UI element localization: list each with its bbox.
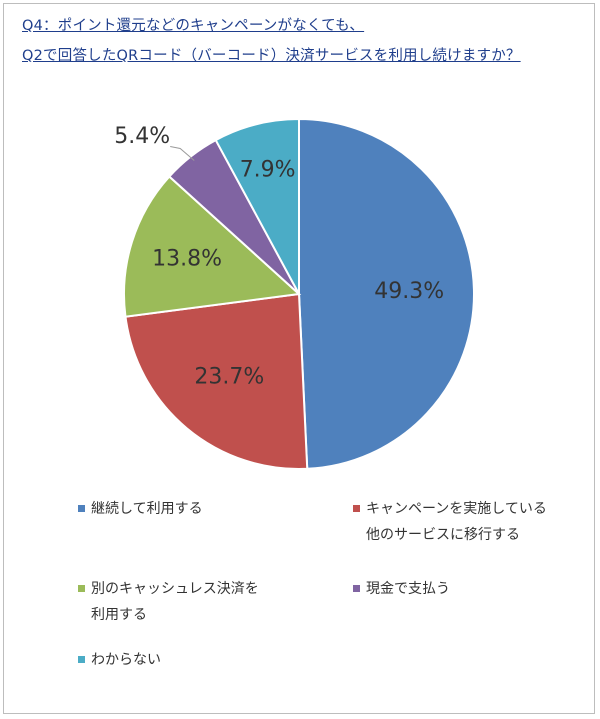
pie-slice-other-cashless — [123, 175, 302, 318]
legend-label-continue: 継続して利用する — [91, 501, 203, 517]
chart-title-line-1: Q4：ポイント還元などのキャンペーンがなくても、 — [22, 18, 365, 34]
chart-frame: Q4：ポイント還元などのキャンペーンがなくても、 Q2で回答したQRコード（バー… — [3, 3, 595, 714]
legend-item-other-cashless: 別のキャッシュレス決済を 利用する — [78, 576, 259, 628]
data-label-other-cashless: 13.8% — [152, 247, 222, 272]
data-label-dont-know: 7.9% — [240, 158, 296, 183]
data-label-continue: 49.3% — [374, 279, 444, 304]
legend-item-dont-know: わからない — [78, 647, 161, 673]
legend-swatch-other-cashless — [78, 585, 85, 592]
pie-chart: 49.3% 23.7% 13.8% 5.4% 7.9% — [114, 117, 475, 470]
legend-label-dont-know: わからない — [91, 652, 161, 668]
leader-line-cash — [170, 145, 195, 161]
legend-swatch-cash — [353, 585, 360, 592]
pie-slice-continue — [298, 117, 475, 470]
data-label-switch-service: 23.7% — [194, 365, 264, 390]
legend-item-continue: 継続して利用する — [78, 496, 203, 522]
legend-label-switch-service: キャンペーンを実施している 他のサービスに移行する — [366, 501, 547, 543]
legend-label-cash: 現金で支払う — [366, 581, 450, 597]
chart-title-line-2: Q2で回答したQRコード（バーコード）決済サービスを利用し続けますか？ — [22, 48, 521, 64]
legend-label-other-cashless: 別のキャッシュレス決済を 利用する — [91, 581, 259, 623]
pie-slice-dont-know — [214, 117, 300, 295]
legend-swatch-continue — [78, 505, 85, 512]
legend-swatch-dont-know — [78, 656, 85, 663]
data-label-cash: 5.4% — [114, 124, 170, 149]
legend-swatch-switch-service — [353, 505, 360, 512]
pie-slice-switch-service — [124, 292, 309, 470]
legend-item-cash: 現金で支払う — [353, 576, 450, 602]
legend-item-switch-service: キャンペーンを実施している 他のサービスに移行する — [353, 496, 547, 548]
